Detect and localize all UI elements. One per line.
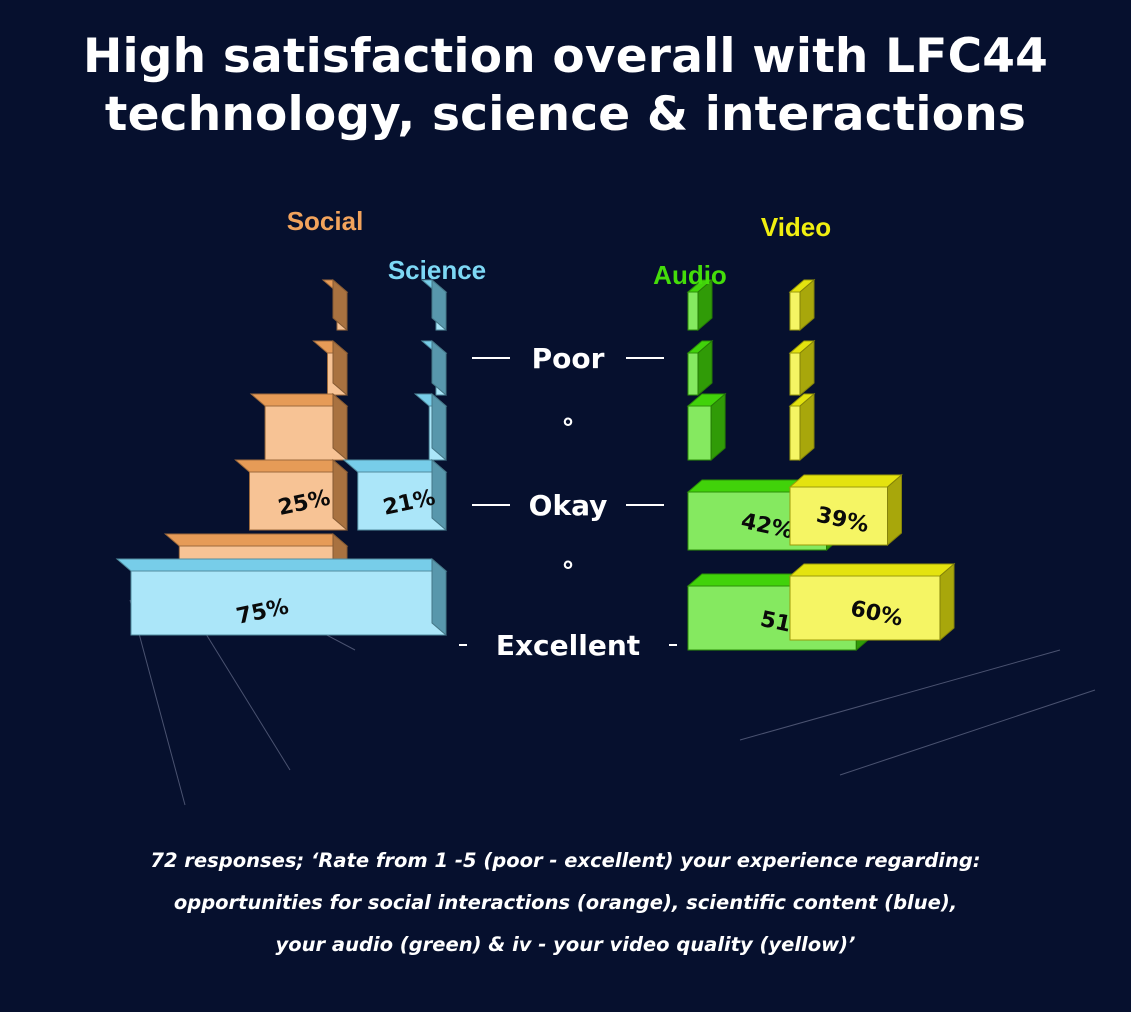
footnote-line-2: opportunities for social interactions (o… bbox=[173, 891, 958, 914]
series-label-video: Video bbox=[761, 212, 831, 242]
bar-science-row-4: 21% bbox=[342, 458, 448, 532]
bar-video-row-3 bbox=[788, 392, 816, 462]
footnote-line-1: 72 responses; ‘Rate from 1 -5 (poor - ex… bbox=[150, 849, 981, 872]
floor-line-5 bbox=[839, 689, 1096, 776]
footnote-line-3: your audio (green) & iv - your video qua… bbox=[275, 933, 856, 956]
scale-label-poor: Poor bbox=[472, 342, 664, 375]
scale-label-okay: Okay bbox=[472, 489, 664, 522]
chart-title-line-2: technology, science & interactions bbox=[104, 87, 1027, 142]
bar-science-row-2 bbox=[420, 339, 448, 397]
scale-text: ° bbox=[562, 414, 575, 444]
bar-side bbox=[887, 473, 902, 547]
bar-audio-row-1 bbox=[686, 278, 714, 332]
bar-side bbox=[799, 339, 815, 397]
bar-science-row-5: 75% bbox=[115, 557, 448, 637]
bar-side bbox=[332, 339, 348, 397]
bar-side bbox=[332, 458, 348, 532]
scale-text: Excellent bbox=[496, 629, 640, 662]
scale-text: Poor bbox=[532, 342, 605, 375]
bar-video-row-1 bbox=[788, 278, 816, 332]
bar-face bbox=[789, 352, 801, 396]
series-labels: Social Science Audio Video bbox=[287, 206, 831, 290]
scale-label-dot-3: ° bbox=[562, 557, 575, 587]
series-label-social: Social bbox=[287, 206, 364, 236]
bar-groups: 25%43%21%75%42%51%39%60% bbox=[115, 278, 956, 652]
bar-side bbox=[431, 557, 447, 637]
bar-face bbox=[687, 405, 712, 461]
bar-social-row-3 bbox=[249, 392, 349, 462]
bar-social-row-4: 25% bbox=[234, 458, 349, 532]
bar-side bbox=[939, 562, 955, 642]
bar-social-row-1 bbox=[321, 278, 349, 332]
bar-side bbox=[697, 339, 713, 397]
scale-text: ° bbox=[562, 557, 575, 587]
scale-label-dot-1: ° bbox=[562, 414, 575, 444]
bar-face bbox=[687, 352, 699, 396]
bar-audio-row-3 bbox=[686, 392, 727, 462]
rating-scale: Poor ° Okay ° Excellent bbox=[459, 342, 677, 662]
bar-top bbox=[163, 533, 349, 547]
chart-title: High satisfaction overall with LFC44 tec… bbox=[0, 28, 1131, 144]
bar-top bbox=[234, 459, 349, 473]
footnote: 72 responses; ‘Rate from 1 -5 (poor - ex… bbox=[0, 840, 1131, 966]
bar-side bbox=[697, 278, 713, 332]
bar-science-row-3 bbox=[413, 392, 448, 462]
bar-side bbox=[332, 392, 348, 462]
bar-face bbox=[687, 291, 699, 331]
series-video: 39%60% bbox=[788, 278, 956, 642]
bar-side bbox=[710, 392, 726, 462]
bar-face bbox=[789, 291, 801, 331]
bar-side bbox=[431, 392, 447, 462]
scale-label-excellent: Excellent bbox=[459, 629, 677, 662]
scale-text: Okay bbox=[529, 489, 608, 522]
bar-side bbox=[431, 458, 447, 532]
series-label-science: Science bbox=[388, 255, 486, 285]
bar-top bbox=[342, 459, 448, 473]
bar-side bbox=[431, 278, 447, 332]
bar-science-row-1 bbox=[420, 278, 448, 332]
bar-top bbox=[115, 558, 448, 572]
series-science: 21%75% bbox=[115, 278, 448, 637]
bar-side bbox=[332, 278, 348, 332]
bar-top bbox=[788, 563, 956, 577]
bar-face bbox=[130, 570, 447, 636]
bar-audio-row-2 bbox=[686, 339, 714, 397]
bar-video-row-2 bbox=[788, 339, 816, 397]
series-label-audio: Audio bbox=[653, 260, 727, 290]
bar-side bbox=[799, 278, 815, 332]
floor-line-4 bbox=[739, 649, 1061, 741]
bar-side bbox=[431, 339, 447, 397]
bar-social-row-2 bbox=[312, 339, 349, 397]
bar-side bbox=[799, 392, 815, 462]
bar-top bbox=[788, 474, 903, 488]
bar-face bbox=[789, 405, 801, 461]
bar-video-row-4: 39% bbox=[788, 473, 903, 547]
bar-video-row-5: 60% bbox=[788, 562, 956, 642]
chart-title-line-1: High satisfaction overall with LFC44 bbox=[82, 29, 1049, 84]
